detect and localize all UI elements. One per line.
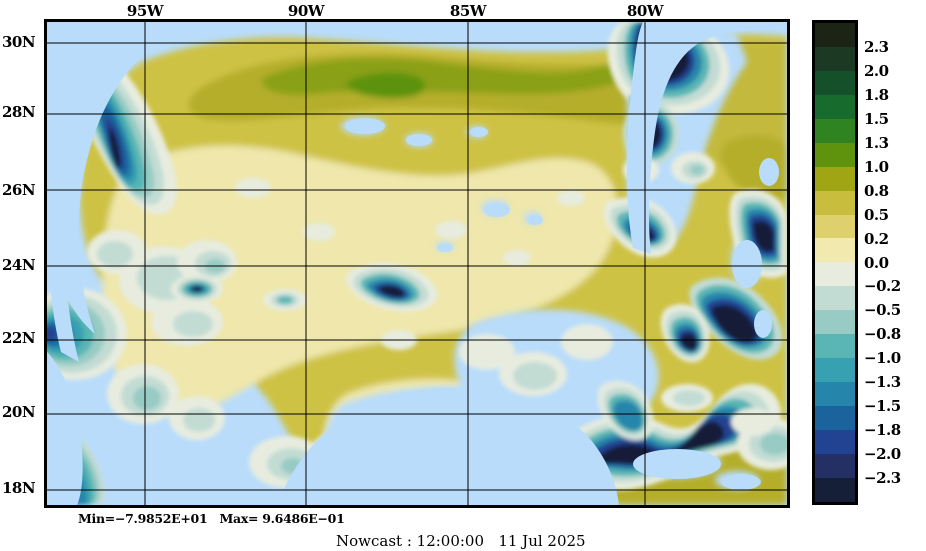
contour-field	[47, 22, 787, 505]
colorbar-tick-label: −1.5	[864, 397, 901, 416]
colorbar-band	[815, 382, 855, 406]
colorbar-band	[815, 46, 855, 71]
anomaly-jamaica	[661, 384, 787, 470]
anomaly-gulf-dot	[263, 289, 307, 311]
colorbar-band	[815, 166, 855, 191]
lon-tick-label: 95W	[126, 2, 164, 20]
colorbar-tick-label: 0.2	[864, 229, 889, 248]
colorbar-band	[815, 453, 855, 478]
colorbar-tick-label: 0.0	[864, 253, 889, 272]
colorbar-band	[815, 70, 855, 95]
colorbar-band	[815, 23, 855, 47]
colorbar-tick-label: 1.5	[864, 109, 889, 128]
lon-tick-label: 90W	[287, 2, 325, 20]
colorbar-tick-label: −2.3	[864, 469, 901, 488]
colorbar-tick-label: 0.5	[864, 205, 889, 224]
colorbar-tick-label: −2.0	[864, 445, 901, 464]
lat-tick-label: 26N	[2, 181, 36, 199]
colorbar-tick-label: −1.8	[864, 421, 901, 440]
colorbar[interactable]	[812, 20, 858, 505]
colorbar-tick-label: 0.8	[864, 181, 889, 200]
colorbar-tick-labels: 2.3 2.0 1.8 1.5 1.3 1.0 0.8 0.5 0.2 0.0 −0.2 −0.5 −0…	[864, 20, 926, 505]
anomaly-gulf-central	[345, 262, 438, 312]
colorbar-band	[815, 429, 855, 454]
colorbar-tick-label: −1.3	[864, 373, 901, 392]
anomaly-scattered-dots	[235, 178, 585, 350]
colorbar-band	[815, 94, 855, 119]
anomaly-florida-keys	[660, 304, 710, 363]
colorbar-band	[815, 358, 855, 383]
colorbar-tick-label: 2.3	[864, 37, 889, 56]
lat-tick-label: 18N	[2, 479, 36, 497]
map-plot-area[interactable]	[44, 19, 790, 508]
anomaly-bahamas-streak	[689, 277, 783, 360]
map-gridlines	[47, 22, 787, 505]
colorbar-band	[815, 286, 855, 311]
colorbar-band	[815, 214, 855, 239]
anomaly-gulf-small-west	[171, 275, 223, 303]
lon-tick-label: 85W	[449, 2, 487, 20]
nowcast-timestamp: Nowcast : 12:00:00 11 Jul 2025	[336, 532, 586, 550]
lat-tick-label: 20N	[2, 403, 36, 421]
colorbar-band	[815, 406, 855, 430]
colorbar-band	[815, 142, 855, 167]
anomaly-gulf-south	[459, 324, 613, 396]
colorbar-tick-label: 2.0	[864, 61, 889, 80]
colorbar-tick-label: −1.0	[864, 349, 901, 368]
colorbar-tick-label: 1.0	[864, 157, 889, 176]
colorbar-band	[815, 118, 855, 143]
anomaly-below-keys	[597, 380, 654, 441]
lat-tick-label: 28N	[2, 103, 36, 121]
ocean-overpaint	[47, 22, 787, 505]
lat-tick-label: 30N	[2, 33, 36, 51]
colorbar-tick-label: 1.8	[864, 85, 889, 104]
colorbar-tick-label: −0.2	[864, 277, 901, 296]
lat-tick-label: 24N	[2, 256, 36, 274]
lon-tick-label: 80W	[626, 2, 664, 20]
colorbar-band	[815, 310, 855, 335]
colorbar-band	[815, 190, 855, 215]
colorbar-band	[815, 334, 855, 359]
colorbar-band	[815, 238, 855, 263]
min-max-readout: Min=−7.9852E+01 Max= 9.6486E−01	[78, 511, 345, 526]
colorbar-tick-label: −0.5	[864, 301, 901, 320]
colorbar-tick-label: −0.8	[864, 325, 901, 344]
colorbar-band	[815, 262, 855, 287]
lat-tick-label: 22N	[2, 329, 36, 347]
colorbar-band	[815, 477, 855, 502]
colorbar-tick-label: 1.3	[864, 133, 889, 152]
